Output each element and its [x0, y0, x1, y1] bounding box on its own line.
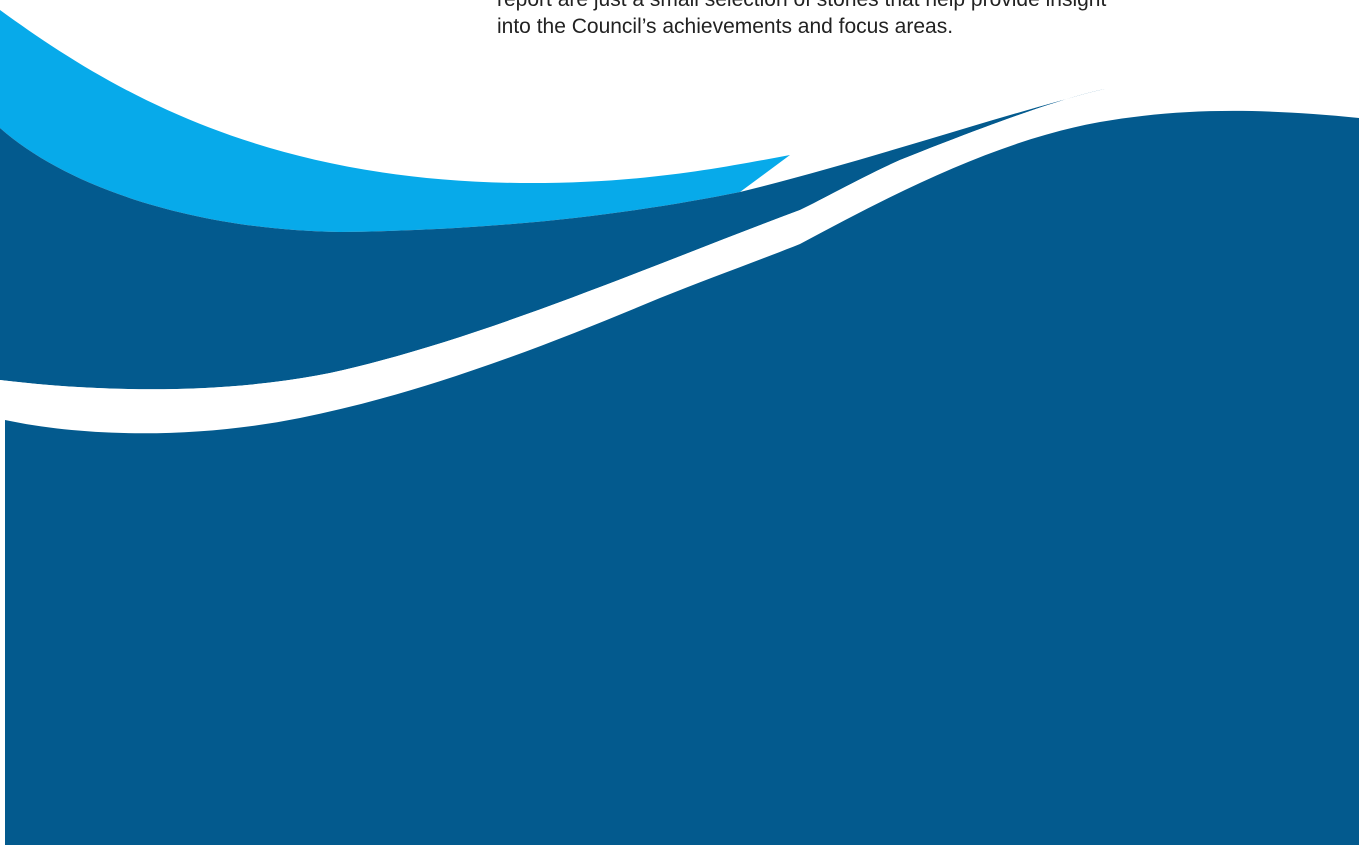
lower-dark-wave: [5, 110, 1359, 845]
intro-line: into the Council’s achievements and focu…: [497, 15, 954, 38]
intro-line-partial: report are just a small selection of sto…: [497, 0, 1257, 13]
light-blue-wave: [0, 10, 790, 232]
intro-paragraph: report are just a small selection of sto…: [497, 0, 1257, 40]
upper-dark-wave: [0, 89, 1105, 390]
